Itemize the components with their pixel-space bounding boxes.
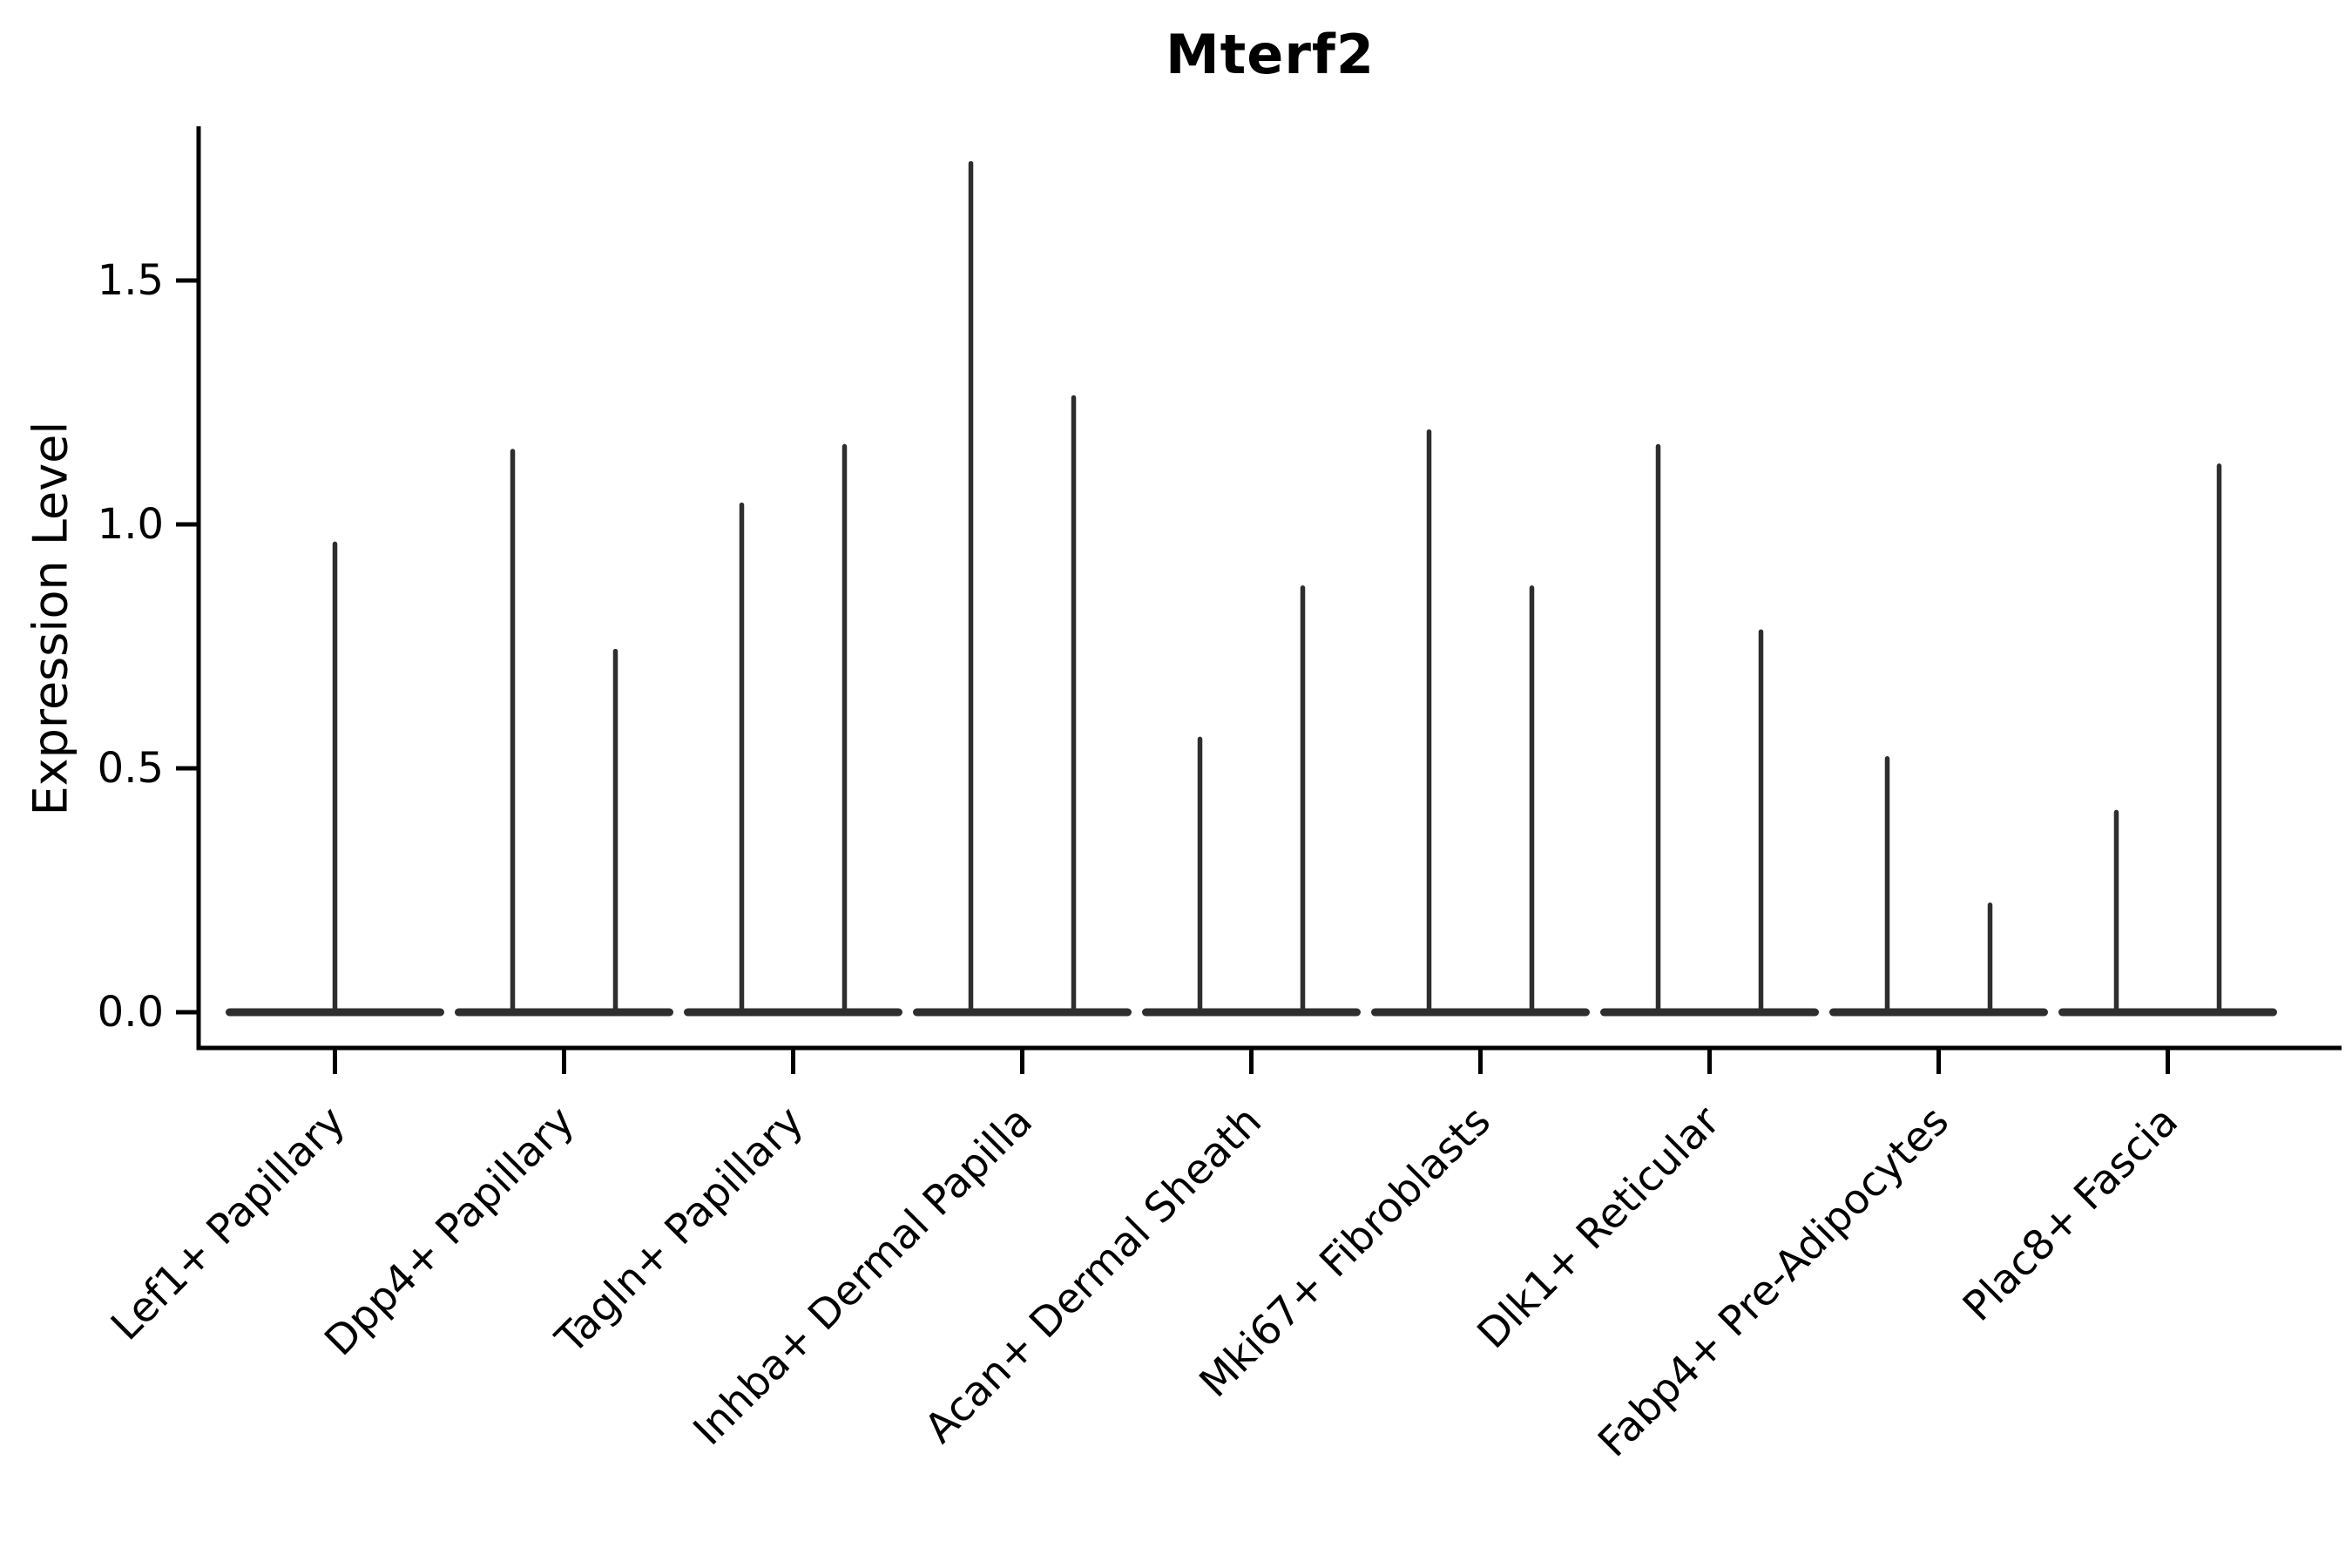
x-tick-label: Tagln+ Papillary [546,1098,813,1364]
x-tick-label: Lef1+ Papillary [102,1098,355,1350]
x-tick-label: Plac8+ Fascia [1954,1098,2187,1331]
x-tick-label: Dpp4+ Papillary [315,1098,584,1366]
chart-title: Mterf2 [1165,23,1375,86]
y-tick-label: 0.0 [98,988,164,1037]
y-tick-label: 1.5 [98,256,164,305]
y-tick-label: 1.0 [98,500,164,549]
y-tick-label: 0.5 [98,744,164,793]
x-tick-label: Dlk1+ Reticular [1469,1097,1730,1358]
